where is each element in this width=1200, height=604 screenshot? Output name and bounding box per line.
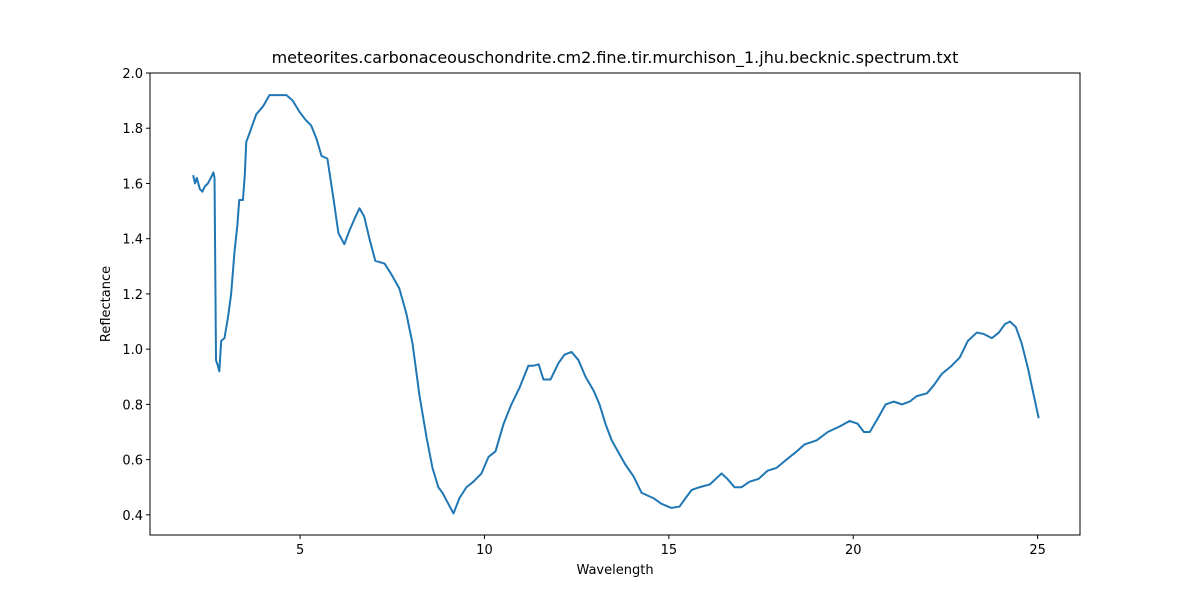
x-tick-label: 20: [845, 543, 862, 558]
y-tick-label: 2.0: [122, 67, 143, 82]
x-tick-label: 15: [661, 543, 678, 558]
y-tick-label: 1.0: [122, 343, 143, 358]
x-tick-label: 5: [296, 543, 304, 558]
plot-frame: [149, 72, 1081, 536]
y-tick-label: 1.6: [122, 177, 143, 192]
y-tick-label: 0.4: [122, 509, 143, 524]
y-tick-label: 1.8: [122, 122, 143, 137]
x-tick-label: 10: [476, 543, 493, 558]
y-tick-label: 1.2: [122, 288, 143, 303]
line-series: [192, 94, 1040, 515]
x-tick-label: 25: [1029, 543, 1046, 558]
y-tick-label: 1.4: [122, 233, 143, 248]
x-axis-label: Wavelength: [576, 563, 653, 578]
y-axis-label: Reflectance: [99, 266, 114, 342]
chart-title: meteorites.carbonaceouschondrite.cm2.fin…: [272, 48, 959, 68]
y-tick-label: 0.8: [122, 398, 143, 413]
y-tick-label: 0.6: [122, 454, 143, 469]
